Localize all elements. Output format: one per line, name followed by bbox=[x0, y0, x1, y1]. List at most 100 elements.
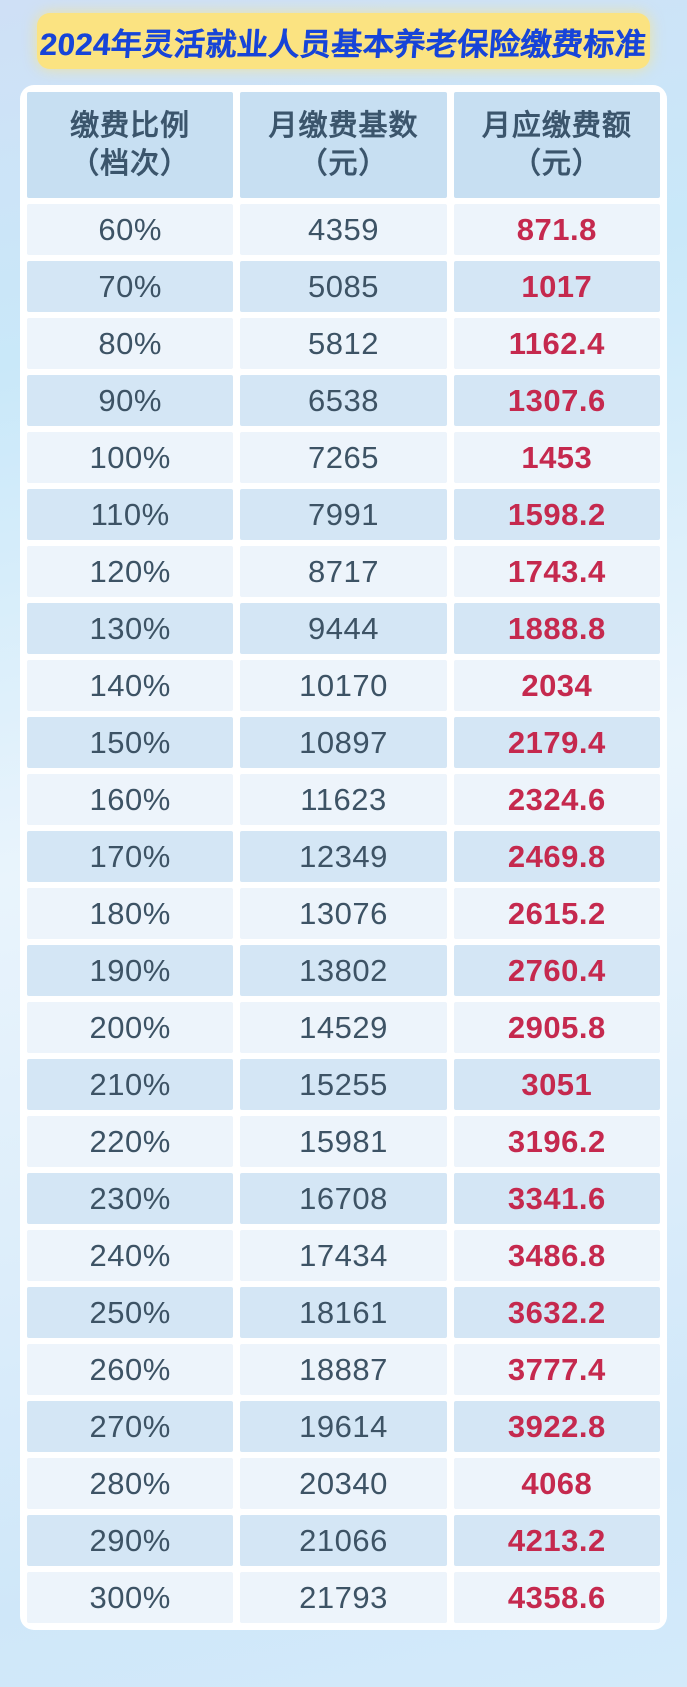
table-row: 80% 5812 1162.4 bbox=[27, 318, 660, 369]
cell-ratio: 100% bbox=[27, 432, 234, 483]
column-header-ratio-unit: （档次） bbox=[70, 148, 191, 180]
column-header-amount: 月应缴费额 （元） bbox=[453, 92, 660, 198]
cell-amount: 1307.6 bbox=[453, 375, 660, 426]
column-header-base-title: 月缴费基数 bbox=[268, 110, 419, 142]
table-row: 220% 15981 3196.2 bbox=[27, 1116, 660, 1167]
cell-ratio: 140% bbox=[27, 660, 234, 711]
cell-amount: 2760.4 bbox=[453, 945, 660, 996]
table-row: 190% 13802 2760.4 bbox=[27, 945, 660, 996]
column-header-ratio: 缴费比例 （档次） bbox=[27, 92, 234, 198]
column-header-amount-unit: （元） bbox=[511, 148, 602, 180]
cell-amount: 4358.6 bbox=[453, 1572, 660, 1623]
cell-ratio: 200% bbox=[27, 1002, 234, 1053]
cell-amount: 2034 bbox=[453, 660, 660, 711]
cell-amount: 2324.6 bbox=[453, 774, 660, 825]
cell-base: 5812 bbox=[240, 318, 447, 369]
cell-base: 10897 bbox=[240, 717, 447, 768]
table-row: 180% 13076 2615.2 bbox=[27, 888, 660, 939]
cell-base: 13802 bbox=[240, 945, 447, 996]
column-header-amount-title: 月应缴费额 bbox=[481, 110, 632, 142]
column-header-base-unit: （元） bbox=[298, 148, 389, 180]
cell-ratio: 170% bbox=[27, 831, 234, 882]
cell-ratio: 80% bbox=[27, 318, 234, 369]
table-row: 290% 21066 4213.2 bbox=[27, 1515, 660, 1566]
cell-base: 11623 bbox=[240, 774, 447, 825]
table-row: 110% 7991 1598.2 bbox=[27, 489, 660, 540]
cell-base: 5085 bbox=[240, 261, 447, 312]
table-row: 100% 7265 1453 bbox=[27, 432, 660, 483]
cell-ratio: 60% bbox=[27, 204, 234, 255]
cell-ratio: 280% bbox=[27, 1458, 234, 1509]
cell-ratio: 190% bbox=[27, 945, 234, 996]
cell-base: 12349 bbox=[240, 831, 447, 882]
table-row: 300% 21793 4358.6 bbox=[27, 1572, 660, 1623]
column-header-ratio-title: 缴费比例 bbox=[70, 110, 191, 142]
cell-base: 8717 bbox=[240, 546, 447, 597]
cell-amount: 2905.8 bbox=[453, 1002, 660, 1053]
table-row: 210% 15255 3051 bbox=[27, 1059, 660, 1110]
table-row: 70% 5085 1017 bbox=[27, 261, 660, 312]
cell-ratio: 160% bbox=[27, 774, 234, 825]
cell-amount: 3196.2 bbox=[453, 1116, 660, 1167]
table-row: 200% 14529 2905.8 bbox=[27, 1002, 660, 1053]
cell-amount: 2615.2 bbox=[453, 888, 660, 939]
cell-amount: 1598.2 bbox=[453, 489, 660, 540]
title-banner: 2024年灵活就业人员基本养老保险缴费标准 bbox=[37, 13, 650, 69]
table-row: 150% 10897 2179.4 bbox=[27, 717, 660, 768]
cell-ratio: 220% bbox=[27, 1116, 234, 1167]
cell-amount: 4213.2 bbox=[453, 1515, 660, 1566]
table-row: 60% 4359 871.8 bbox=[27, 204, 660, 255]
cell-amount: 1017 bbox=[453, 261, 660, 312]
cell-amount: 3777.4 bbox=[453, 1344, 660, 1395]
cell-base: 21793 bbox=[240, 1572, 447, 1623]
table-row: 270% 19614 3922.8 bbox=[27, 1401, 660, 1452]
cell-ratio: 290% bbox=[27, 1515, 234, 1566]
contribution-table: 缴费比例 （档次） 月缴费基数 （元） 月应缴费额 （元） 60% 4359 8… bbox=[20, 85, 667, 1630]
table-row: 240% 17434 3486.8 bbox=[27, 1230, 660, 1281]
cell-base: 16708 bbox=[240, 1173, 447, 1224]
cell-base: 15255 bbox=[240, 1059, 447, 1110]
cell-amount: 2469.8 bbox=[453, 831, 660, 882]
cell-base: 20340 bbox=[240, 1458, 447, 1509]
cell-base: 14529 bbox=[240, 1002, 447, 1053]
cell-ratio: 230% bbox=[27, 1173, 234, 1224]
cell-amount: 3486.8 bbox=[453, 1230, 660, 1281]
table-header-row: 缴费比例 （档次） 月缴费基数 （元） 月应缴费额 （元） bbox=[27, 92, 660, 198]
cell-base: 21066 bbox=[240, 1515, 447, 1566]
cell-base: 19614 bbox=[240, 1401, 447, 1452]
cell-ratio: 120% bbox=[27, 546, 234, 597]
table-row: 90% 6538 1307.6 bbox=[27, 375, 660, 426]
cell-base: 15981 bbox=[240, 1116, 447, 1167]
cell-ratio: 300% bbox=[27, 1572, 234, 1623]
cell-base: 13076 bbox=[240, 888, 447, 939]
cell-base: 7991 bbox=[240, 489, 447, 540]
cell-base: 7265 bbox=[240, 432, 447, 483]
table-row: 280% 20340 4068 bbox=[27, 1458, 660, 1509]
table-row: 170% 12349 2469.8 bbox=[27, 831, 660, 882]
cell-ratio: 250% bbox=[27, 1287, 234, 1338]
table-row: 250% 18161 3632.2 bbox=[27, 1287, 660, 1338]
cell-ratio: 130% bbox=[27, 603, 234, 654]
table-row: 120% 8717 1743.4 bbox=[27, 546, 660, 597]
table-row: 230% 16708 3341.6 bbox=[27, 1173, 660, 1224]
table-row: 160% 11623 2324.6 bbox=[27, 774, 660, 825]
cell-ratio: 90% bbox=[27, 375, 234, 426]
cell-amount: 3922.8 bbox=[453, 1401, 660, 1452]
cell-amount: 3341.6 bbox=[453, 1173, 660, 1224]
cell-amount: 1453 bbox=[453, 432, 660, 483]
cell-base: 17434 bbox=[240, 1230, 447, 1281]
page-title: 2024年灵活就业人员基本养老保险缴费标准 bbox=[38, 26, 648, 62]
cell-amount: 3051 bbox=[453, 1059, 660, 1110]
cell-base: 9444 bbox=[240, 603, 447, 654]
cell-amount: 1162.4 bbox=[453, 318, 660, 369]
cell-base: 10170 bbox=[240, 660, 447, 711]
cell-ratio: 150% bbox=[27, 717, 234, 768]
cell-amount: 1743.4 bbox=[453, 546, 660, 597]
cell-base: 6538 bbox=[240, 375, 447, 426]
cell-amount: 3632.2 bbox=[453, 1287, 660, 1338]
cell-base: 4359 bbox=[240, 204, 447, 255]
cell-base: 18887 bbox=[240, 1344, 447, 1395]
table-row: 260% 18887 3777.4 bbox=[27, 1344, 660, 1395]
table-row: 130% 9444 1888.8 bbox=[27, 603, 660, 654]
table-row: 140% 10170 2034 bbox=[27, 660, 660, 711]
